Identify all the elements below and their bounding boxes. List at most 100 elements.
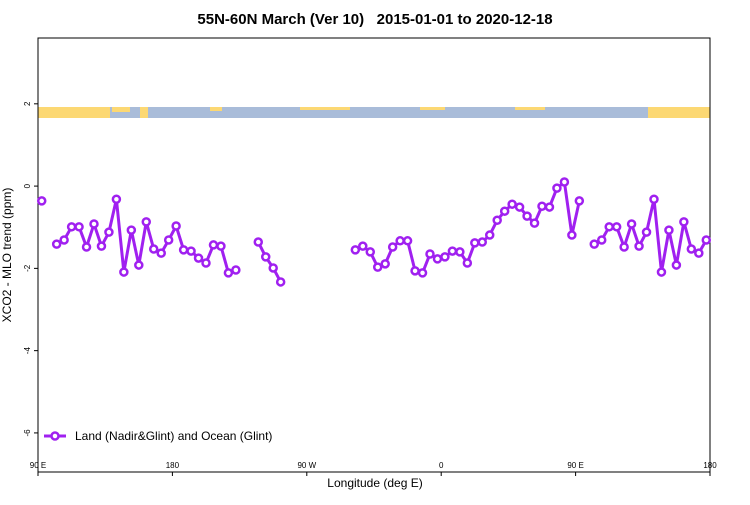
- data-point: [66, 222, 77, 232]
- data-point: [201, 258, 211, 268]
- data-point: [664, 225, 674, 235]
- data-point: [186, 246, 196, 256]
- data-point: [275, 277, 286, 287]
- data-point: [567, 230, 577, 240]
- data-point: [559, 177, 570, 187]
- data-point: [492, 215, 502, 225]
- data-point: [470, 238, 480, 248]
- land: [420, 107, 445, 110]
- data-point: [477, 237, 488, 247]
- data-point: [544, 202, 555, 212]
- x-tick-label: 90 W: [297, 461, 316, 470]
- data-point: [119, 267, 129, 277]
- data-point: [59, 235, 69, 245]
- data-point: [208, 240, 219, 250]
- data-point: [350, 245, 361, 255]
- data-point: [171, 221, 181, 231]
- data-point: [260, 252, 271, 262]
- data-point: [671, 260, 682, 270]
- data-point: [596, 235, 607, 245]
- x-tick-label: 180: [166, 461, 180, 470]
- y-tick-label: 2: [23, 101, 32, 106]
- data-point: [163, 235, 174, 245]
- data-point: [148, 244, 159, 254]
- data-point: [178, 245, 189, 255]
- data-point: [432, 254, 443, 264]
- data-point: [656, 267, 667, 277]
- y-axis-label: XCO2 - MLO trend (ppm): [0, 188, 14, 323]
- data-point: [365, 247, 376, 257]
- data-point: [231, 265, 241, 275]
- y-tick-label: -6: [23, 429, 32, 437]
- data-point: [484, 230, 495, 240]
- data-point: [380, 259, 390, 269]
- data-point: [223, 268, 234, 278]
- data-point: [141, 217, 152, 227]
- data-point: [514, 202, 525, 212]
- data-point: [74, 222, 84, 232]
- land: [210, 107, 222, 111]
- x-tick-label: 90 E: [567, 461, 583, 470]
- data-point: [522, 211, 532, 221]
- data-point: [462, 258, 473, 268]
- data-point: [193, 253, 204, 263]
- data-point: [641, 227, 652, 237]
- land: [38, 107, 110, 118]
- data-point: [611, 222, 622, 232]
- data-point: [589, 239, 600, 249]
- x-axis-label: Longitude (deg E): [327, 476, 422, 490]
- land: [140, 107, 148, 118]
- data-point: [51, 239, 62, 249]
- data-point: [268, 263, 278, 273]
- data-point: [686, 244, 697, 254]
- data-point: [552, 183, 562, 193]
- data-point: [36, 196, 47, 206]
- data-point: [619, 242, 629, 252]
- plot-frame: [37, 37, 711, 473]
- data-point: [126, 225, 137, 235]
- data-point: [216, 241, 226, 251]
- legend: Land (Nadir&Glint) and Ocean (Glint): [44, 429, 272, 443]
- data-point: [89, 219, 99, 229]
- data-point: [649, 194, 659, 205]
- data-point: [574, 196, 585, 206]
- land-ocean-strip: [38, 107, 710, 118]
- y-tick-label: -2: [23, 264, 32, 272]
- ocean: [38, 107, 710, 118]
- data-point: [499, 206, 510, 216]
- data-point: [440, 252, 450, 262]
- data-point: [447, 246, 458, 256]
- land: [300, 107, 350, 110]
- data-point: [507, 199, 517, 209]
- series-line: [256, 241, 282, 283]
- y-tick-label: -4: [23, 347, 32, 355]
- data-point: [104, 227, 114, 237]
- land: [112, 107, 130, 112]
- data-point: [372, 262, 383, 272]
- data-point: [402, 236, 413, 246]
- data-point: [701, 235, 712, 245]
- data-point: [679, 217, 689, 227]
- data-point: [626, 219, 637, 229]
- data-point: [634, 241, 644, 251]
- data-point: [410, 266, 420, 276]
- x-tick-label: 90 E: [30, 461, 46, 470]
- data-point: [529, 218, 540, 228]
- land: [648, 107, 710, 118]
- data-point: [387, 242, 398, 252]
- y-tick-label: 0: [23, 183, 32, 188]
- data-point: [156, 248, 166, 258]
- data-point: [81, 242, 92, 252]
- legend-marker: [50, 431, 60, 441]
- data-point: [111, 194, 122, 205]
- data-point: [604, 222, 614, 232]
- x-tick-label: 180: [703, 461, 717, 470]
- data-point: [417, 268, 428, 278]
- data-point: [425, 249, 435, 259]
- data-point: [537, 201, 547, 212]
- data-point: [694, 248, 704, 258]
- data-point: [253, 237, 264, 247]
- data-point: [358, 241, 368, 251]
